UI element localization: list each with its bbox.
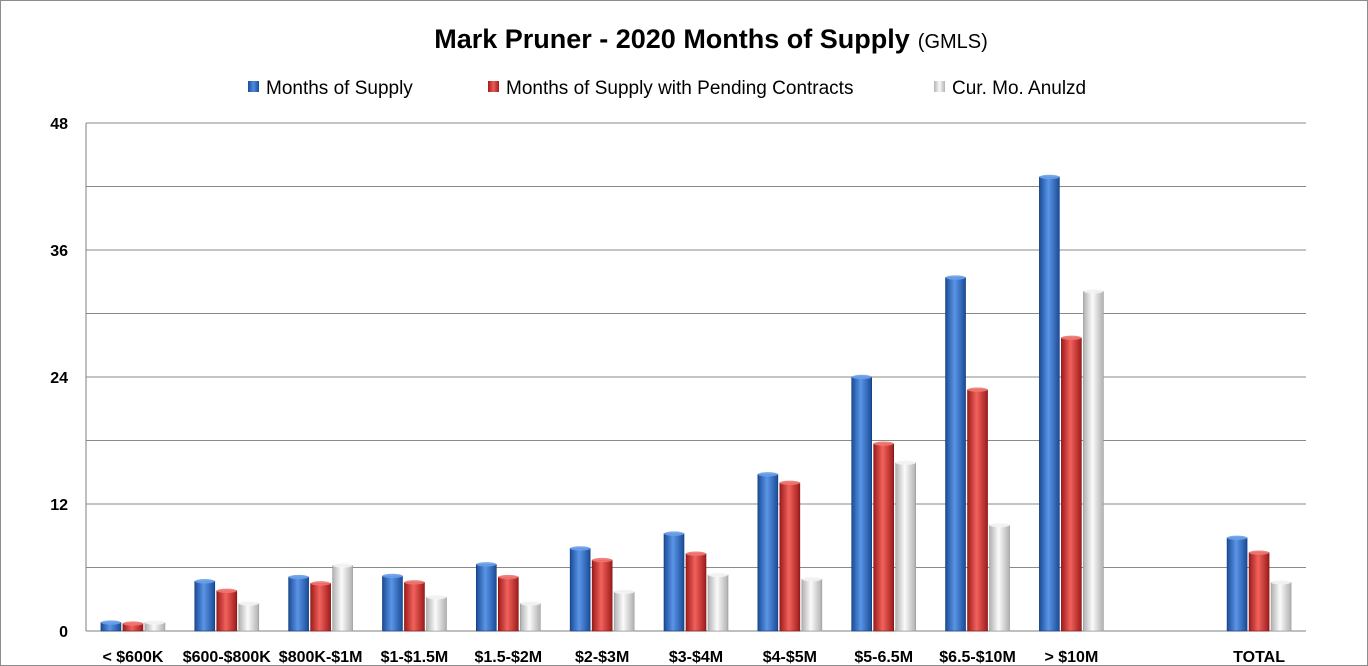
bar-top-cap — [592, 557, 613, 563]
bar-top-cap — [614, 589, 635, 595]
bar-top-cap — [664, 531, 684, 536]
y-tick-label: 12 — [50, 497, 68, 514]
bar-top-cap — [757, 472, 778, 477]
bar-top-cap — [426, 594, 447, 600]
x-tick-label: $4-$5M — [763, 649, 817, 666]
bar-top-cap — [1061, 335, 1082, 341]
bar-top-cap — [100, 620, 121, 625]
bar-cur-mo-anulzd — [1083, 290, 1104, 632]
chart-title-main: Mark Pruner - 2020 Months of Supply — [434, 24, 910, 54]
bar-top-cap — [404, 580, 425, 585]
bar-months-of-supply — [663, 533, 685, 632]
bar-top-cap — [686, 551, 706, 556]
bar-cur-mo-anulzd — [238, 603, 260, 632]
x-tick-label: < $600K — [102, 649, 163, 666]
bar-top-cap — [873, 441, 894, 446]
bar-pending-contracts — [685, 553, 707, 632]
bar-top-cap — [570, 546, 591, 551]
bar-top-cap — [1227, 535, 1248, 541]
bar-top-cap — [122, 621, 143, 626]
bar-top-cap — [238, 601, 259, 606]
x-tick-label: $6.5-$10M — [939, 649, 1016, 666]
legend-item-months-of-supply: Months of Supply — [248, 78, 413, 100]
bar-cur-mo-anulzd — [613, 591, 635, 632]
legend-item-cur-mo-anulzd: Cur. Mo. Anulzd — [934, 78, 1086, 100]
x-tick-label: > $10M — [1044, 649, 1098, 666]
legend-item-pending-contracts: Months of Supply with Pending Contracts — [488, 78, 853, 100]
chart-subtitle: (GMLS) — [917, 31, 988, 53]
x-tick-label: $800K-$1M — [279, 649, 363, 666]
bar-cur-mo-anulzd — [332, 565, 353, 632]
bar-months-of-supply — [851, 376, 872, 632]
bar-top-cap — [1039, 174, 1060, 180]
bar-top-cap — [288, 574, 309, 580]
bar-months-of-supply — [476, 564, 497, 632]
bar-pending-contracts — [779, 482, 801, 632]
x-tick-label: $2-$3M — [575, 649, 629, 666]
bar-cur-mo-anulzd — [895, 462, 916, 632]
bar-months-of-supply — [194, 580, 216, 632]
bar-pending-contracts — [498, 576, 519, 632]
bar-top-cap — [310, 581, 331, 586]
legend-swatch-red — [488, 81, 499, 93]
bar-cur-mo-anulzd — [801, 578, 823, 632]
bar-top-cap — [382, 573, 403, 579]
bar-top-cap — [708, 572, 728, 578]
x-tick-label: $3-$4M — [669, 649, 723, 666]
bar-top-cap — [332, 563, 353, 568]
legend-swatch-white — [934, 81, 945, 93]
bar-months-of-supply — [382, 575, 403, 632]
bar-months-of-supply — [288, 576, 309, 632]
y-tick-label: 0 — [59, 624, 68, 641]
bar-top-cap — [895, 460, 916, 465]
x-tick-label: $600-$800K — [183, 649, 272, 666]
bar-top-cap — [498, 574, 519, 580]
bar-top-cap — [1271, 580, 1292, 585]
bar-top-cap — [520, 601, 541, 606]
bar-top-cap — [945, 275, 966, 280]
legend-label-months-of-supply: Months of Supply — [266, 78, 413, 99]
bar-pending-contracts — [873, 443, 894, 632]
bar-top-cap — [801, 576, 822, 582]
bar-months-of-supply — [757, 474, 779, 632]
legend-label-pending-contracts: Months of Supply with Pending Contracts — [506, 78, 854, 99]
bar-cur-mo-anulzd — [707, 574, 729, 632]
bar-top-cap — [216, 588, 237, 593]
x-tick-label: $5-6.5M — [854, 649, 913, 666]
bar-pending-contracts — [310, 583, 331, 632]
x-tick-label: $1.5-$2M — [475, 649, 543, 666]
legend-label-cur-mo-anulzd: Cur. Mo. Anulzd — [952, 78, 1087, 99]
bar-top-cap — [194, 579, 215, 584]
y-tick-label: 36 — [50, 243, 68, 260]
bar-top-cap — [989, 522, 1010, 528]
chart-title: Mark Pruner - 2020 Months of Supply (GMLS… — [0, 24, 1368, 55]
bar-top-cap — [851, 374, 872, 380]
bar-top-cap — [144, 620, 165, 625]
bar-pending-contracts — [1061, 337, 1082, 632]
bar-months-of-supply — [945, 277, 966, 632]
bar-pending-contracts — [404, 582, 425, 632]
bar-top-cap — [476, 562, 497, 567]
bar-cur-mo-anulzd — [520, 603, 541, 632]
y-tick-label: 24 — [50, 370, 68, 387]
bar-months-of-supply — [1039, 176, 1060, 632]
bar-pending-contracts — [591, 559, 613, 632]
bar-cur-mo-anulzd — [989, 524, 1010, 632]
x-tick-label: TOTAL — [1233, 649, 1285, 666]
x-tick-label: $1-$1.5M — [381, 649, 449, 666]
bar-cur-mo-anulzd — [426, 596, 447, 632]
bar-top-cap — [967, 387, 988, 392]
bar-months-of-supply — [569, 548, 591, 632]
bar-pending-contracts — [967, 389, 988, 632]
bar-top-cap — [779, 480, 800, 486]
bar-cur-mo-anulzd — [1270, 582, 1292, 632]
bar-pending-contracts — [216, 590, 238, 632]
bar-top-cap — [1249, 550, 1270, 555]
bar-top-cap — [1083, 289, 1104, 294]
bar-months-of-supply — [1226, 537, 1248, 632]
y-tick-label: 48 — [50, 116, 68, 133]
legend-swatch-blue — [248, 81, 259, 93]
bar-pending-contracts — [1248, 552, 1270, 632]
